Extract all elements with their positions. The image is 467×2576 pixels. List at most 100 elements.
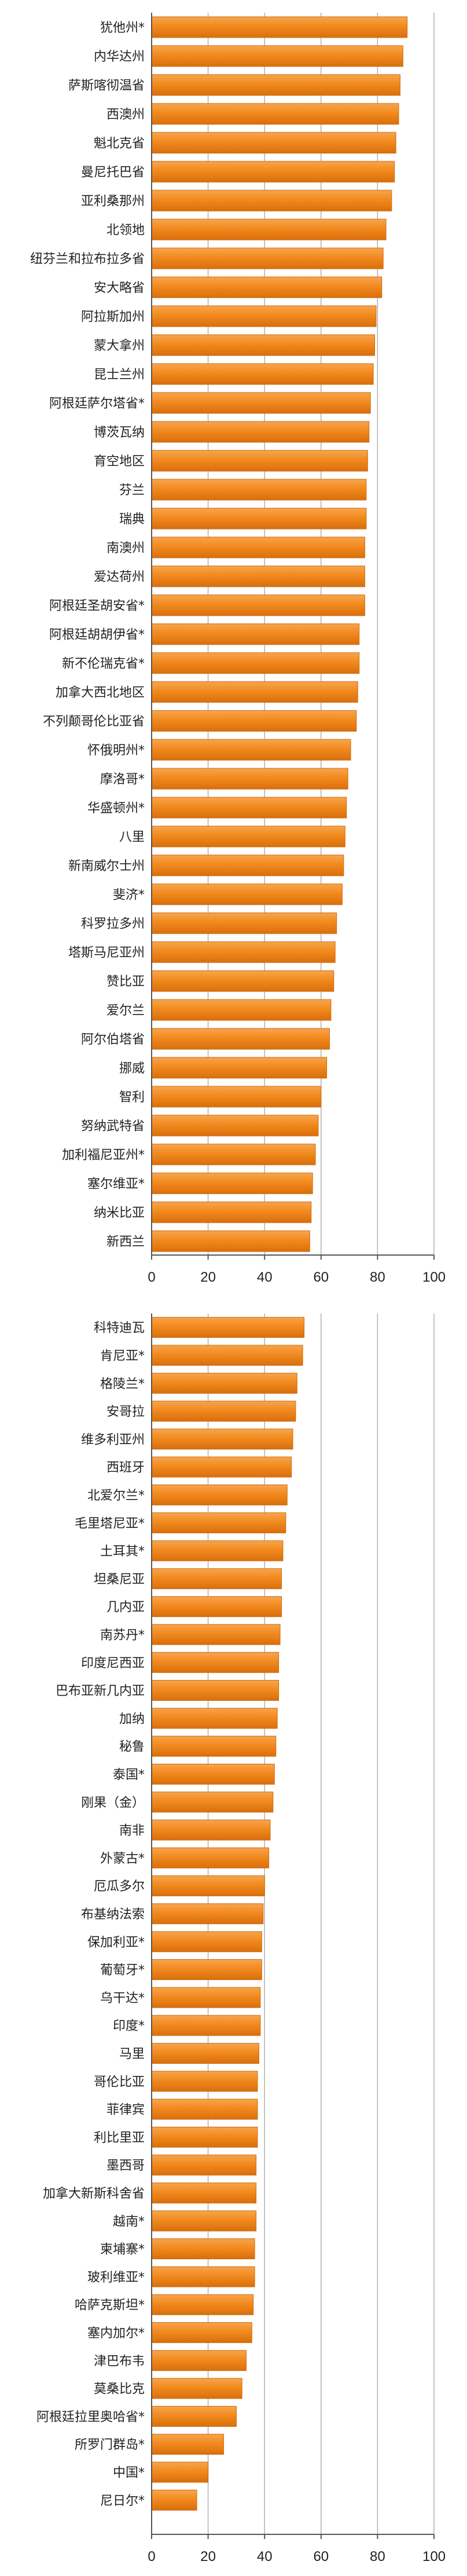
category-label: 南非 xyxy=(119,1824,145,1838)
category-label: 安大略省 xyxy=(94,281,145,295)
category-label: 摩洛哥* xyxy=(100,772,145,787)
category-label: 新西兰 xyxy=(106,1235,145,1249)
category-label: 菲律宾 xyxy=(106,2103,145,2118)
category-label: 不列颠哥伦比亚省 xyxy=(43,715,145,729)
category-label: 萨斯喀彻温省 xyxy=(68,79,145,93)
bar xyxy=(151,1540,284,1561)
category-label: 智利 xyxy=(119,1090,145,1105)
category-label: 怀俄明州* xyxy=(87,743,145,758)
category-label: 秘鲁 xyxy=(119,1740,145,1755)
bar xyxy=(151,334,376,356)
bar xyxy=(151,2378,242,2399)
bar xyxy=(151,826,345,847)
bar xyxy=(151,1201,312,1223)
category-label: 布基纳法索 xyxy=(81,1907,145,1922)
tick-label: 0 xyxy=(148,2549,155,2564)
tick-label: 60 xyxy=(313,2549,329,2564)
bar xyxy=(151,2266,255,2288)
bar xyxy=(151,883,343,905)
bar xyxy=(151,2350,247,2371)
category-label: 厄瓜多尔 xyxy=(94,1879,145,1894)
bar xyxy=(151,305,377,327)
bar xyxy=(151,1456,292,1478)
bar xyxy=(151,594,365,616)
category-label: 哥伦比亚 xyxy=(94,2075,145,2089)
bar xyxy=(151,1401,296,1422)
bar xyxy=(151,1735,277,1757)
category-label: 育空地区 xyxy=(94,454,145,469)
category-label: 肯尼亚* xyxy=(100,1349,145,1363)
category-label: 坦桑尼亚 xyxy=(94,1572,145,1587)
category-label: 葡萄牙* xyxy=(100,1963,145,1978)
bar xyxy=(151,999,332,1021)
category-label: 乌干达* xyxy=(100,1991,145,2005)
bar xyxy=(151,941,336,963)
category-label: 纳米比亚 xyxy=(94,1206,145,1220)
bar xyxy=(151,1143,316,1165)
bar xyxy=(151,363,374,385)
category-label: 华盛顿州* xyxy=(87,801,145,816)
bar xyxy=(151,1512,286,1534)
bar xyxy=(151,1086,322,1108)
category-label: 外蒙古* xyxy=(100,1852,145,1866)
tick-label: 100 xyxy=(422,2549,446,2564)
bar xyxy=(151,2322,252,2343)
category-label: 科罗拉多州 xyxy=(81,917,145,931)
category-label: 亚利桑那州 xyxy=(81,194,145,209)
bar xyxy=(151,392,371,414)
bar xyxy=(151,2071,258,2092)
tick-label: 0 xyxy=(148,1270,155,1285)
category-label: 曼尼托巴省 xyxy=(81,165,145,180)
bar xyxy=(151,1372,297,1394)
category-label: 八里 xyxy=(119,830,145,845)
category-label: 昆士兰州 xyxy=(94,368,145,382)
bar xyxy=(151,1847,270,1868)
category-label: 新不伦瑞克省* xyxy=(62,657,145,671)
bar xyxy=(151,2098,258,2120)
bar xyxy=(151,421,370,443)
bar xyxy=(151,854,344,876)
category-label: 加纳 xyxy=(119,1712,145,1726)
bar xyxy=(151,797,347,819)
bar xyxy=(151,1230,310,1252)
bar xyxy=(151,2155,257,2176)
bar xyxy=(151,2434,224,2455)
bar xyxy=(151,2489,197,2511)
bar xyxy=(151,74,400,96)
bar xyxy=(151,1959,262,1981)
category-label: 犹他州* xyxy=(100,21,145,35)
bar xyxy=(151,710,357,732)
category-label: 尼日尔* xyxy=(100,2494,145,2508)
category-label: 阿根廷萨尔塔省* xyxy=(49,397,145,411)
bar xyxy=(151,2015,261,2036)
bar xyxy=(151,479,367,501)
bar xyxy=(151,2238,255,2260)
bar xyxy=(151,1568,282,1589)
bar xyxy=(151,739,351,761)
tick-label: 40 xyxy=(257,1270,273,1285)
bar xyxy=(151,1875,265,1897)
category-label: 南澳州 xyxy=(106,541,145,556)
bar xyxy=(151,45,403,67)
bar xyxy=(151,1428,293,1450)
bar xyxy=(151,1484,288,1505)
category-label: 莫桑比克 xyxy=(94,2382,145,2397)
category-label: 格陵兰* xyxy=(100,1377,145,1391)
bar xyxy=(151,1708,278,1729)
category-label: 内华达州 xyxy=(94,50,145,64)
bar xyxy=(151,2405,237,2427)
category-label: 利比里亚 xyxy=(94,2131,145,2145)
bar xyxy=(151,970,334,992)
category-label: 西澳州 xyxy=(106,108,145,122)
bar xyxy=(151,1792,274,1813)
category-label: 爱达荷州 xyxy=(94,570,145,584)
category-label: 塞尔维亚* xyxy=(87,1177,145,1191)
bar xyxy=(151,1819,271,1841)
bar xyxy=(151,681,358,703)
tick-label: 60 xyxy=(313,1270,329,1285)
category-label: 瑞典 xyxy=(119,512,145,527)
chart-panel-1: 犹他州* 内华达州萨斯喀彻温省西澳州魁北克省曼尼托巴省亚利桑那州北领地纽芬兰和拉布… xyxy=(30,13,446,1285)
category-label: 维多利亚州 xyxy=(81,1433,145,1447)
category-label: 芬兰 xyxy=(119,483,145,498)
category-label: 斐济* xyxy=(113,888,145,902)
